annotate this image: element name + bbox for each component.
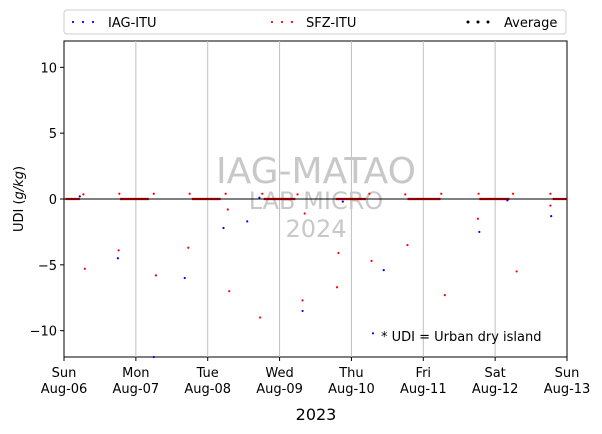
point-sfz-itu-12: [261, 192, 264, 195]
point-sfz-itu-10: [228, 290, 231, 293]
x-tick-date-6: Aug-12: [472, 382, 519, 397]
x-tick-day-5: Fri: [416, 366, 432, 381]
point-sfz-itu-21: [406, 243, 409, 247]
y-axis-label-suffix: ): [12, 166, 27, 171]
point-sfz-itu-8: [224, 192, 227, 195]
point-sfz-itu-22: [440, 192, 443, 195]
point-sfz-itu-16: [335, 286, 339, 289]
point-sfz-itu-24: [477, 192, 480, 195]
point-sfz-itu-14: [301, 299, 304, 302]
y-axis-ticks: −10 −5 0 5 10: [30, 61, 64, 340]
point-sfz-itu-18: [368, 192, 371, 195]
y-tick-label-0: 0: [49, 193, 57, 208]
point-iag-itu-10: [478, 230, 481, 234]
point-sfz-itu-28: [549, 192, 552, 195]
x-tick-day-1: Mon: [122, 366, 149, 381]
point-sfz-itu-11: [259, 316, 262, 319]
point-sfz-itu-9: [226, 208, 229, 211]
y-axis-label-prefix: UDI (: [12, 199, 27, 232]
point-sfz-itu-7: [187, 246, 190, 249]
x-tick-day-0: Sun: [52, 366, 77, 381]
point-iag-itu-3: [183, 276, 186, 280]
x-tick-day-7: Sun: [555, 366, 580, 381]
watermark-line-2: LAB MICRO: [249, 187, 384, 215]
point-sfz-itu-6: [188, 192, 191, 195]
x-tick-day-3: Wed: [265, 366, 293, 381]
legend-entry-sfz-itu: SFZ-ITU: [270, 16, 356, 31]
y-tick-label-10: 10: [40, 61, 57, 76]
annotation-text: * UDI = Urban dry island: [381, 330, 541, 345]
point-iag-itu-12: [550, 215, 553, 218]
point-iag-itu-13: [371, 332, 375, 335]
point-iag-itu-8: [341, 200, 344, 203]
point-sfz-itu-5: [154, 274, 158, 277]
x-tick-date-5: Aug-11: [400, 382, 447, 397]
point-iag-itu-2: [152, 355, 155, 359]
x-tick-date-0: Aug-06: [41, 382, 88, 397]
x-tick-day-6: Sat: [484, 366, 505, 381]
point-sfz-itu-20: [404, 193, 407, 196]
point-sfz-itu-0: [82, 193, 85, 196]
x-axis-ticks: SunAug-06MonAug-07TueAug-08WedAug-09ThuA…: [41, 357, 591, 397]
point-sfz-itu-1: [83, 267, 86, 270]
legend: IAG-ITU SFZ-ITU Average: [63, 9, 567, 35]
point-sfz-itu-17: [337, 251, 340, 255]
legend-label-iag-itu: IAG-ITU: [108, 16, 157, 31]
y-tick-label-5: 5: [49, 127, 57, 142]
data-points: [78, 192, 553, 359]
x-tick-date-4: Aug-10: [328, 382, 375, 397]
point-sfz-itu-2: [118, 192, 121, 195]
point-sfz-itu-23: [443, 294, 446, 297]
x-tick-date-1: Aug-07: [113, 382, 160, 397]
legend-label-average: Average: [504, 16, 557, 31]
legend-label-sfz-itu: SFZ-ITU: [306, 16, 356, 31]
watermark: IAG-MATAO LAB MICRO 2024: [216, 151, 416, 243]
y-axis-label-unit: g/kg: [12, 171, 27, 199]
point-iag-itu-9: [382, 269, 385, 272]
point-sfz-itu-25: [476, 217, 479, 220]
point-iag-itu-0: [78, 195, 81, 198]
x-tick-date-2: Aug-08: [184, 382, 231, 397]
point-sfz-itu-4: [152, 192, 155, 195]
point-sfz-itu-19: [370, 259, 373, 262]
point-sfz-itu-3: [117, 249, 120, 252]
x-tick-day-4: Thu: [338, 366, 363, 381]
y-axis-label: UDI (g/kg): [12, 166, 27, 232]
watermark-line-3: 2024: [285, 215, 346, 243]
point-iag-itu-1: [116, 257, 119, 260]
y-tick-label--5: −5: [38, 259, 57, 274]
point-sfz-itu-26: [512, 192, 515, 195]
point-sfz-itu-15: [303, 212, 306, 215]
point-iag-itu-4: [222, 226, 225, 230]
point-iag-itu-5: [246, 220, 249, 223]
point-iag-itu-6: [258, 196, 261, 199]
x-tick-day-2: Tue: [196, 366, 219, 381]
x-axis-label: 2023: [296, 405, 337, 424]
point-iag-itu-11: [506, 199, 509, 202]
legend-entry-average: Average: [466, 16, 557, 31]
x-tick-date-3: Aug-09: [256, 382, 303, 397]
point-iag-itu-7: [301, 309, 304, 313]
legend-entry-iag-itu: IAG-ITU: [71, 16, 157, 31]
point-sfz-itu-13: [296, 193, 299, 196]
x-tick-date-7: Aug-13: [544, 382, 591, 397]
watermark-line-1: IAG-MATAO: [216, 151, 416, 192]
point-sfz-itu-27: [515, 270, 518, 273]
y-tick-label--10: −10: [30, 325, 57, 340]
point-sfz-itu-29: [549, 204, 552, 207]
